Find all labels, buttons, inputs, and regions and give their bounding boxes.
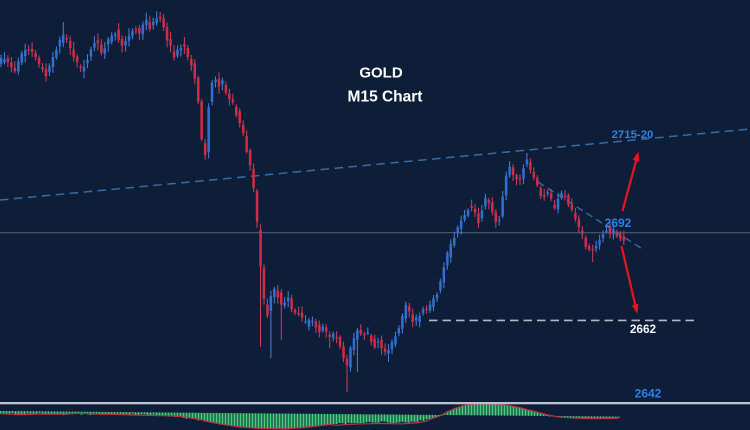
svg-text:2662: 2662	[630, 322, 657, 336]
svg-text:GOLD: GOLD	[359, 65, 402, 82]
svg-text:2642: 2642	[635, 387, 662, 401]
svg-text:2692: 2692	[605, 216, 632, 230]
svg-text:2715-20: 2715-20	[612, 129, 654, 141]
svg-text:M15 Chart: M15 Chart	[348, 89, 423, 106]
